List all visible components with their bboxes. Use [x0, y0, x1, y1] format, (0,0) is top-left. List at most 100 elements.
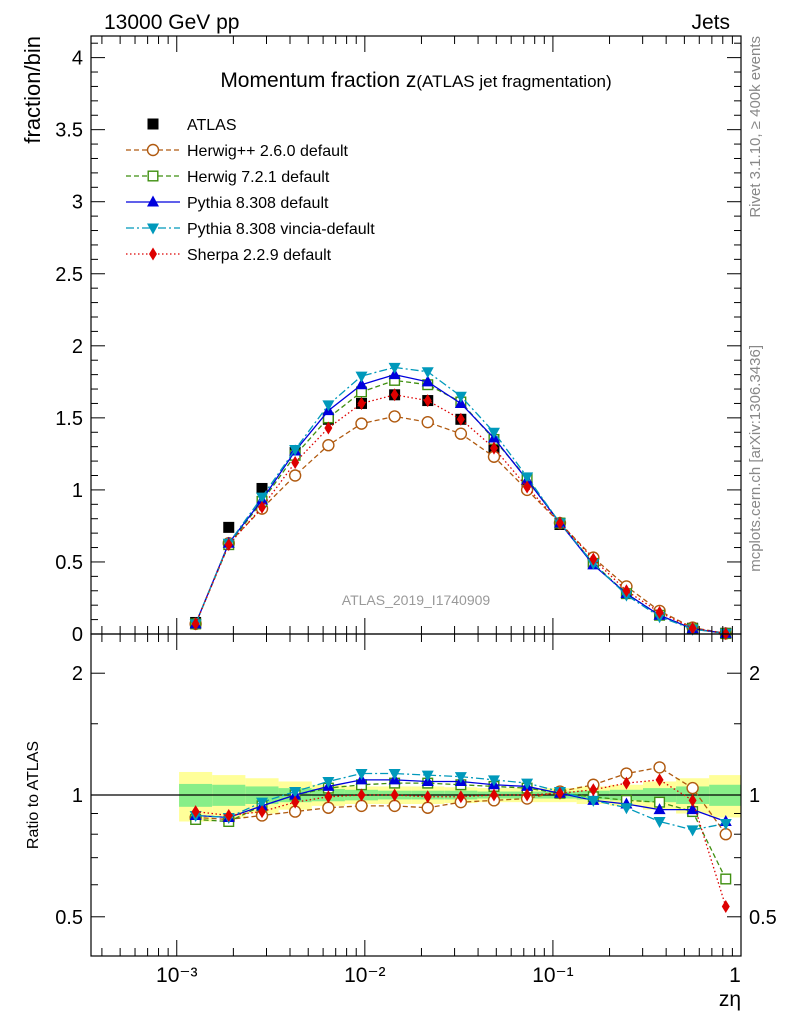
legend-label: Sherpa 2.2.9 default — [187, 247, 332, 264]
data-point-main — [256, 492, 269, 504]
y-tick-label: 1.5 — [55, 408, 83, 430]
data-point-ratio — [322, 801, 335, 814]
ratio-frame — [90, 633, 742, 957]
x-tick-label: 10⁻² — [344, 964, 385, 987]
data-point-ratio — [622, 776, 631, 790]
data-point-main — [487, 427, 500, 439]
data-point-main — [357, 396, 366, 410]
data-point-ratio — [589, 783, 598, 797]
data-point-ratio — [487, 775, 500, 787]
legend-label: Herwig++ 2.6.0 default — [187, 143, 349, 160]
data-point-ratio — [620, 803, 633, 815]
data-point-main — [421, 375, 434, 387]
data-point-main — [390, 388, 399, 402]
y-tick-label: 2 — [72, 336, 83, 358]
header-left: 13000 GeV pp — [104, 11, 239, 34]
data-point-ratio — [423, 790, 432, 804]
data-point-main — [555, 516, 564, 530]
data-point-ratio — [355, 799, 368, 813]
data-point-ratio — [191, 805, 200, 819]
data-point-ratio — [686, 781, 699, 795]
chart-title: Momentum fraction z(ATLAS jet fragmentat… — [220, 69, 611, 92]
legend-entry: Pythia 8.308 vincia-default — [126, 221, 375, 238]
data-point-ratio — [289, 787, 302, 799]
data-point-main — [355, 417, 368, 430]
data-point-ratio — [720, 873, 732, 885]
legend-label: Pythia 8.308 vincia-default — [187, 221, 375, 238]
series-line-main — [195, 366, 726, 635]
legend: ATLAS Herwig++ 2.6.0 default Herwig 7.2.1 … — [126, 117, 375, 264]
data-point-main — [622, 584, 631, 598]
series-line-ratio — [195, 782, 727, 880]
axis-layer: 0 0.5 1 1.5 2 2.5 3 3.5 4 0.5 0.5 1 1 2 2 10⁻³ 10⁻² 10⁻¹ 1 — [55, 36, 777, 987]
data-point-main — [291, 456, 300, 470]
x-axis-label: zη — [719, 988, 741, 1011]
ratio-ylabel: Ratio to ATLAS — [25, 741, 42, 849]
series-layer — [189, 362, 732, 914]
data-point-main — [423, 394, 432, 408]
data-point-ratio — [421, 770, 434, 782]
series-line-ratio — [195, 779, 727, 907]
data-point-main — [456, 412, 465, 426]
series-4 — [189, 362, 732, 837]
chart-title-sub: (ATLAS jet fragmentation) — [416, 72, 611, 91]
data-point-main — [289, 445, 302, 457]
data-point-main — [523, 480, 532, 494]
legend-entry: Sherpa 2.2.9 default — [126, 247, 332, 264]
data-point-main — [421, 367, 434, 379]
ratio-y-tick-label: 2 — [72, 663, 83, 685]
data-point-main — [454, 427, 468, 440]
ratio-y-tick-label: 1 — [72, 785, 83, 807]
y-tick-label: 3 — [72, 192, 83, 214]
legend-label: ATLAS — [187, 117, 237, 134]
data-point-ratio — [258, 805, 267, 819]
data-point-main — [454, 391, 467, 403]
x-tick-label: 10⁻¹ — [532, 964, 573, 987]
y-tick-label: 1 — [72, 480, 83, 502]
watermark: ATLAS_2019_I1740909 — [342, 592, 491, 608]
data-point-main — [521, 472, 534, 484]
data-point-ratio — [653, 817, 666, 829]
data-point-main — [324, 421, 333, 435]
header-right: Jets — [691, 11, 730, 34]
data-point-main — [388, 410, 401, 423]
ratio-y-tick-label: 0.5 — [55, 907, 83, 929]
legend-marker — [146, 143, 160, 157]
legend-label: Herwig 7.2.1 default — [187, 169, 330, 186]
data-point-main — [224, 538, 233, 552]
data-point-ratio — [355, 769, 368, 781]
x-tick-label: 1 — [729, 964, 741, 987]
y-tick-label: 2.5 — [55, 264, 83, 286]
data-point-ratio — [523, 788, 532, 802]
ratio-y-tick-label-right: 1 — [749, 785, 760, 807]
data-point-ratio — [653, 761, 666, 774]
legend-entry: ATLAS — [147, 117, 237, 134]
data-point-ratio — [324, 790, 333, 804]
data-point-ratio — [390, 788, 399, 802]
rivet-label: Rivet 3.1.10, ≥ 400k events — [747, 36, 764, 218]
series-5 — [191, 388, 730, 914]
data-point-ratio — [721, 900, 730, 914]
data-point-ratio — [388, 799, 401, 813]
data-point-ratio — [322, 776, 335, 788]
data-point-main — [421, 415, 434, 429]
data-point-main — [355, 378, 368, 390]
data-point-ratio — [719, 819, 732, 831]
data-point-ratio — [454, 772, 467, 784]
y-tick-label: 3.5 — [55, 120, 83, 142]
data-point-ratio — [421, 801, 434, 814]
data-point-ratio — [653, 803, 666, 815]
data-point-main — [191, 617, 200, 631]
ratio-y-tick-label-right: 0.5 — [749, 907, 777, 929]
legend-entry: Herwig 7.2.1 default — [126, 169, 330, 186]
data-point-main — [322, 439, 335, 452]
ratio-y-tick-label-right: 2 — [749, 663, 760, 685]
legend-marker — [147, 170, 159, 182]
data-point-ratio — [456, 790, 465, 804]
chart-title-main: Momentum fraction z — [220, 69, 416, 92]
data-point-ratio — [686, 803, 699, 815]
legend-marker — [147, 223, 159, 235]
data-point-main — [655, 605, 664, 619]
data-point-main — [688, 621, 697, 635]
